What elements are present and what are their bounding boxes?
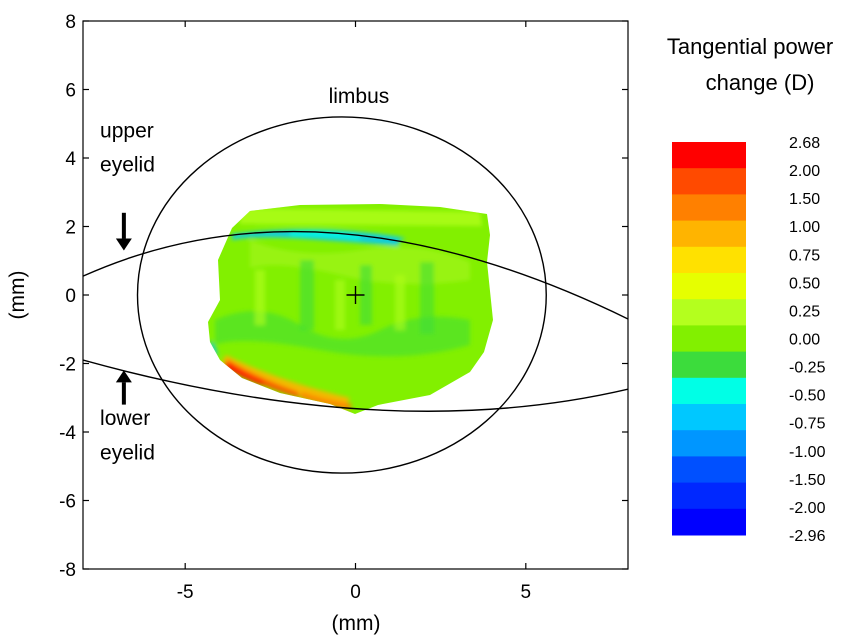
- colorbar-segment: [672, 482, 746, 510]
- x-tick-label: 0: [350, 582, 361, 603]
- annotation-limbus: limbus: [329, 85, 390, 108]
- upper-eyelid-curve: [83, 230, 628, 320]
- colorbar-label: 1.50: [789, 191, 820, 208]
- x-axis-label: (mm): [332, 612, 381, 635]
- y-tick-label: -4: [59, 423, 76, 444]
- y-tick-label: 2: [65, 218, 76, 239]
- colorbar-title-line-1: Tangential power: [667, 34, 833, 59]
- limbus-ellipse: [136, 116, 547, 474]
- colorbar-label: -1.00: [789, 444, 826, 461]
- eyelid-arrows: [115, 212, 132, 405]
- y-tick-label: -6: [59, 492, 76, 513]
- colorbar-segment: [672, 194, 746, 222]
- y-tick-label: 8: [65, 12, 76, 33]
- x-axis: -5 0 5: [177, 21, 531, 603]
- y-tick-label: 6: [65, 81, 76, 102]
- colorbar-label: -0.50: [789, 388, 826, 405]
- colorbar-label: 2.00: [789, 163, 820, 180]
- annotation-upper: upper: [100, 119, 154, 142]
- y-axis-label: (mm): [6, 271, 29, 320]
- overlay-curves: [83, 116, 628, 474]
- colorbar-segment: [672, 246, 746, 274]
- x-tick-label: -5: [177, 582, 194, 603]
- power-change-map: [208, 204, 493, 414]
- colorbar-segment: [672, 430, 746, 457]
- colorbar-segment: [672, 168, 746, 195]
- colorbar-label: -1.50: [789, 472, 826, 489]
- colorbar-label: -0.75: [789, 416, 826, 433]
- colorbar-segment: [672, 377, 746, 405]
- upper-eyelid-arrow: [115, 212, 132, 251]
- y-tick-label: -8: [59, 560, 76, 581]
- y-tick-label: 0: [65, 286, 76, 307]
- colorbar-label: -2.00: [789, 500, 826, 517]
- colorbar-label: 0.75: [789, 247, 820, 264]
- colorbar-segment: [672, 142, 746, 169]
- colorbar: Tangential power change (D) 2.68 2.00 1.50…: [667, 34, 833, 545]
- colorbar-label: 0.00: [789, 332, 820, 349]
- y-tick-label: 4: [65, 149, 76, 170]
- colorbar-segment: [672, 299, 746, 326]
- annotation-eyelid: eyelid: [100, 441, 155, 464]
- y-tick-label: -2: [59, 355, 76, 376]
- colorbar-segment: [672, 273, 746, 300]
- colorbar-segment: [672, 220, 746, 248]
- annotation-eyelid: eyelid: [100, 154, 155, 177]
- colorbar-segment: [672, 456, 746, 484]
- colorbar-label: 1.00: [789, 219, 820, 236]
- colorbar-title-line-2: change (D): [706, 70, 815, 95]
- colorbar-label: -0.25: [789, 360, 826, 377]
- colorbar-segment: [672, 325, 746, 353]
- x-tick-label: 5: [521, 582, 532, 603]
- colorbar-segment: [672, 404, 746, 431]
- colorbar-segment: [672, 351, 746, 379]
- colorbar-segment: [672, 508, 746, 536]
- center-cross-marker: [346, 286, 365, 304]
- colorbar-label: 0.25: [789, 303, 820, 320]
- colorbar-label: 0.50: [789, 275, 820, 292]
- y-axis: 8 6 4 2 0 -2 -4 -6 -8: [59, 12, 628, 581]
- annotation-lower: lower: [100, 407, 150, 430]
- lower-eyelid-arrow: [115, 370, 132, 405]
- colorbar-label: 2.68: [789, 135, 820, 152]
- annotations: limbus upper eyelid lower eyelid: [100, 85, 389, 464]
- lower-eyelid-curve: [83, 359, 628, 412]
- colorbar-label: -2.96: [789, 528, 826, 545]
